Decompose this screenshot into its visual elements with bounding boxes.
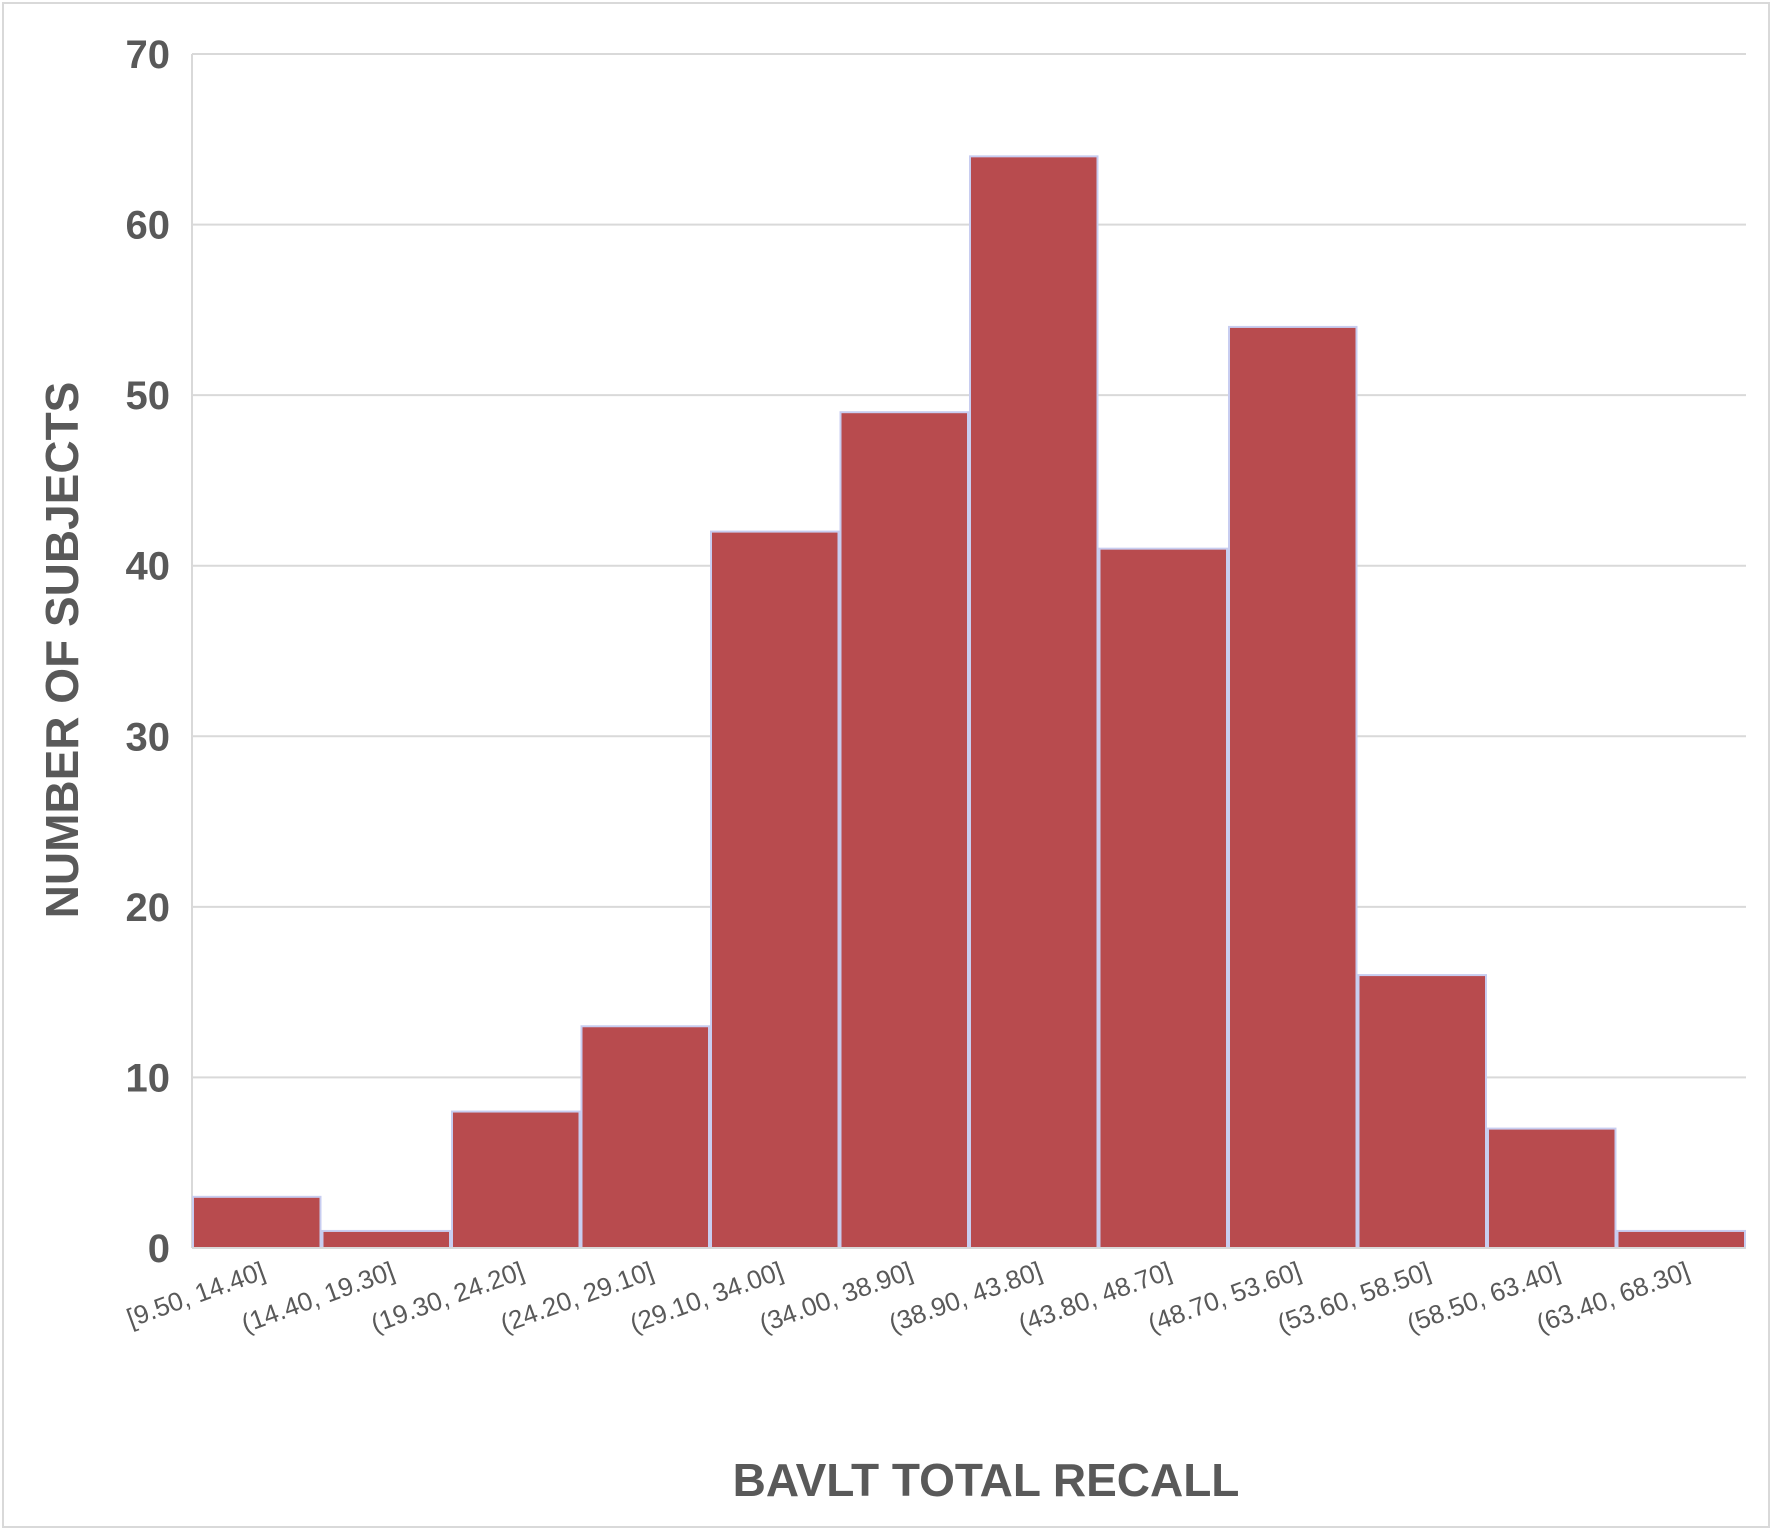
y-tick-label: 10 [126, 1056, 171, 1100]
y-axis-title: NUMBER OF SUBJECTS [36, 382, 88, 919]
histogram-bar [969, 155, 1099, 1249]
y-axis-ticks: 0 10 20 30 40 50 60 70 [126, 33, 171, 1271]
histogram-bar [321, 1229, 451, 1250]
bars [192, 155, 1746, 1250]
y-tick-label: 70 [126, 33, 171, 77]
y-tick-label: 50 [126, 374, 171, 418]
histogram-bar [1357, 974, 1487, 1249]
histogram-bar [1487, 1127, 1617, 1249]
histogram-bar [839, 411, 969, 1249]
y-tick-label: 30 [126, 715, 171, 759]
x-axis-ticks: [9.50, 14.40](14.40, 19.30](19.30, 24.20… [123, 1255, 1694, 1338]
y-tick-label: 0 [148, 1227, 170, 1271]
y-tick-label: 40 [126, 545, 171, 589]
histogram-bar [1228, 325, 1358, 1249]
histogram-bar [192, 1195, 322, 1250]
histogram-bar [580, 1025, 710, 1250]
histogram-bar [1616, 1229, 1746, 1250]
histogram-bar [710, 530, 840, 1249]
histogram-bar [451, 1110, 581, 1249]
histogram-bar [1098, 547, 1228, 1249]
y-tick-label: 60 [126, 204, 171, 248]
y-tick-label: 20 [126, 886, 171, 930]
x-axis-title: BAVLT TOTAL RECALL [733, 1454, 1240, 1506]
